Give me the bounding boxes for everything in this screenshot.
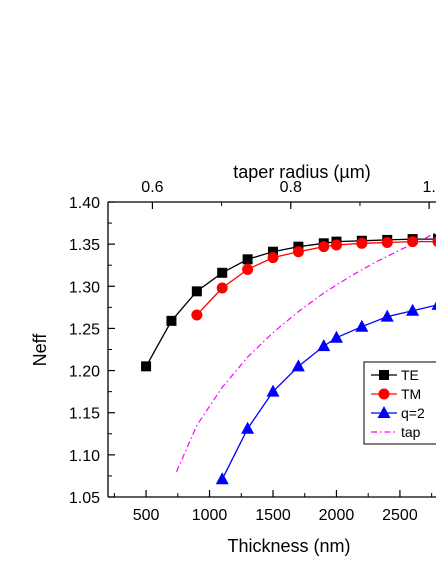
data-point [241,421,255,434]
data-point [216,282,228,294]
legend-marker [379,370,389,380]
data-point [267,252,279,264]
data-point [217,267,228,278]
data-point [407,236,419,248]
data-point [355,319,369,332]
data-point [166,315,177,326]
y-tick-label: 1.40 [69,195,100,212]
data-point [291,359,305,372]
data-point [381,236,393,248]
y-tick-label: 1.25 [69,321,100,338]
plot-markers [141,234,436,485]
legend-label: tap [401,424,421,440]
data-point [242,254,253,265]
x-tick-label: 2500 [382,507,418,524]
legend-box [363,361,436,445]
x-axis-label: Thickness (nm) [227,536,350,556]
y-tick-label: 1.30 [69,279,100,296]
x-tick-label: 1500 [255,507,291,524]
y-axis-label: Neff [30,333,50,367]
data-point [329,330,343,343]
data-point [356,237,368,249]
legend: TE TM q=2 tap [363,361,436,445]
data-point [406,303,420,316]
top-axis-label: taper radius (µm) [233,162,370,182]
data-point [191,286,202,297]
axis-ticks: 500 1000 1500 2000 2500 1.05 1.10 1.15 1.20 1.25 1… [69,179,436,524]
data-point [431,301,436,310]
data-point [242,263,254,275]
legend-label: TE [401,367,419,383]
y-tick-label: 1.10 [69,448,100,465]
data-point [330,239,342,251]
legend-label: q=2 [401,405,425,421]
series-line-q2 [221,304,436,480]
y-tick-label: 1.35 [69,237,100,254]
legend-label: TM [401,386,421,402]
series-line-tap [175,231,436,472]
legend-marker [377,406,391,418]
data-point [191,309,203,321]
data-point [318,241,330,253]
data-point [380,309,394,322]
top-tick-label: 0.8 [280,179,302,196]
data-point [268,246,278,257]
data-point [432,236,436,247]
series-line-TE [145,238,436,367]
data-point [292,246,304,258]
y-tick-label: 1.20 [69,364,100,381]
data-point [266,384,280,397]
x-tick-label: 1000 [192,507,228,524]
top-tick-label: 0.6 [141,179,163,196]
top-tick-label: 1. [422,179,435,196]
series-line-TM [196,240,436,316]
y-tick-label: 1.15 [69,406,100,423]
x-tick-label: 500 [133,507,160,524]
data-point [317,339,331,352]
data-point [215,472,229,485]
data-point [141,361,152,372]
legend-marker [378,388,390,400]
y-tick-label: 1.05 [69,490,100,507]
x-tick-label: 2000 [319,507,355,524]
